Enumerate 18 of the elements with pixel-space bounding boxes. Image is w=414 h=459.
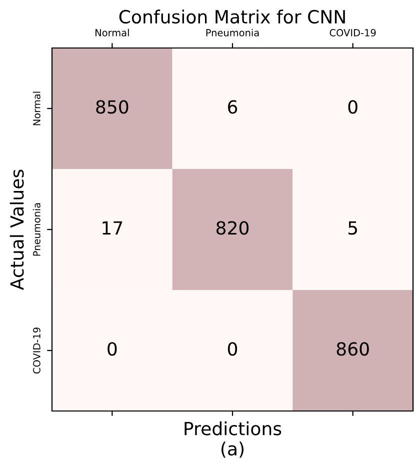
x-tick-label: Normal bbox=[96, 28, 129, 36]
y-tick-label: Normal bbox=[32, 92, 40, 126]
data-label: 0 bbox=[228, 342, 238, 356]
data-label: 5 bbox=[348, 221, 357, 235]
y-tick-label: COVID-19 bbox=[33, 328, 40, 374]
data-label: 6 bbox=[228, 100, 238, 114]
x-tick-label: Pneumonia bbox=[206, 28, 259, 36]
x-tick-label: COVID-19 bbox=[330, 29, 376, 36]
x-axis-title: Predictions (a) bbox=[184, 421, 282, 458]
data-label: 17 bbox=[102, 221, 122, 234]
data-label: 820 bbox=[216, 221, 249, 235]
y-tick-label: Pneumonia bbox=[32, 203, 40, 256]
data-label: 850 bbox=[96, 100, 128, 114]
data-label: 860 bbox=[336, 342, 369, 356]
data-label: 0 bbox=[108, 342, 117, 356]
data-label: 0 bbox=[348, 100, 358, 114]
y-axis-title: Actual Values bbox=[10, 170, 24, 290]
chart-title: Confusion Matrix for CNN bbox=[119, 10, 345, 24]
